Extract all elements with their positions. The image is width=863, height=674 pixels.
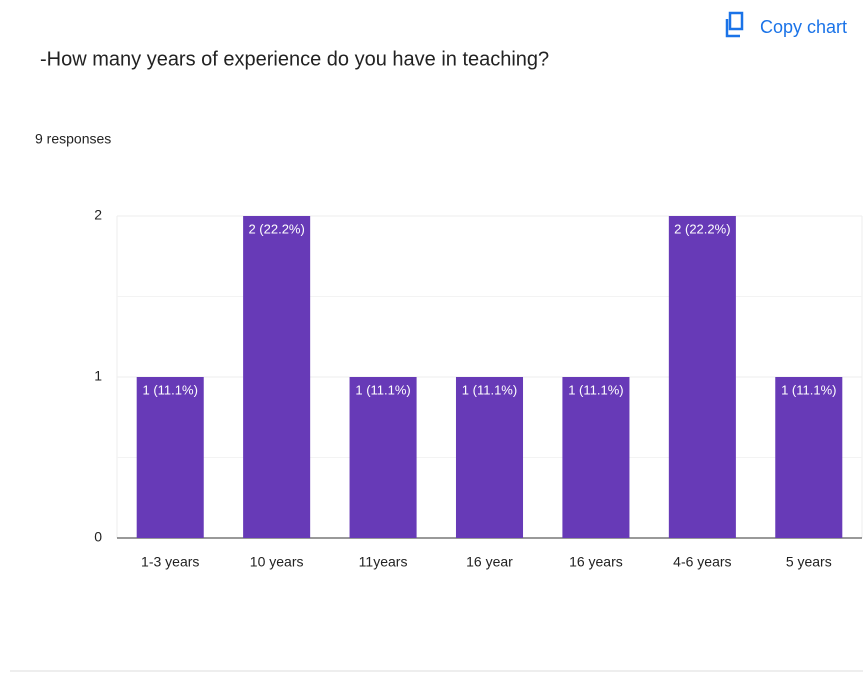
chart-title: -How many years of experience do you hav… [40, 48, 549, 70]
copy-icon [728, 11, 744, 31]
x-tick-label: 11years [359, 554, 408, 570]
y-tick-label: 2 [94, 207, 102, 223]
copy-icon [725, 19, 740, 38]
x-tick-label: 16 years [569, 554, 623, 570]
copy-chart-button[interactable]: Copy chart [725, 11, 847, 38]
bar [455, 377, 524, 538]
data-label: 1 (11.1%) [143, 382, 198, 397]
bar [668, 216, 736, 538]
bar [136, 377, 204, 538]
bar [349, 377, 417, 538]
x-tick-label: 5 years [786, 554, 832, 570]
x-tick-label: 4-6 years [673, 554, 731, 570]
bar [243, 216, 311, 538]
y-tick-label: 1 [94, 368, 102, 384]
data-label: 2 (22.2%) [248, 221, 304, 236]
x-tick-label: 1-3 years [141, 554, 199, 570]
data-label: 2 (22.2%) [674, 221, 730, 236]
chart-subtitle: 9 responses [35, 131, 111, 147]
data-label: 1 (11.1%) [781, 382, 836, 397]
data-label: 1 (11.1%) [462, 382, 517, 397]
x-tick-label: 10 years [250, 554, 304, 570]
data-label: 1 (11.1%) [355, 382, 410, 397]
y-tick-label: 0 [94, 529, 102, 545]
data-label: 1 (11.1%) [568, 382, 623, 397]
copy-chart-label: Copy chart [760, 17, 847, 37]
bar [562, 377, 630, 538]
bar [775, 377, 843, 538]
x-tick-label: 16 year [466, 554, 513, 570]
